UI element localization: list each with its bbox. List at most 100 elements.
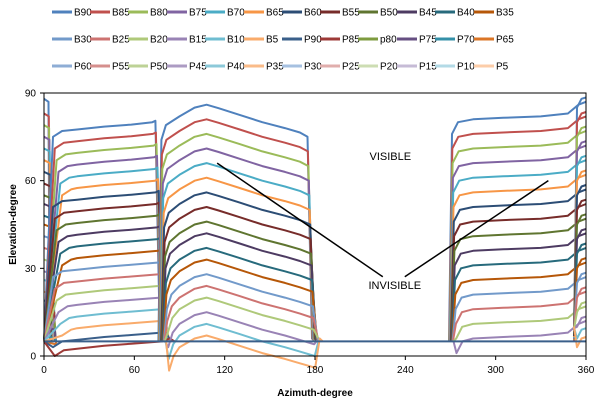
legend-label: B50	[380, 8, 398, 19]
legend-item-b75: B75	[167, 8, 207, 19]
legend-label: P20	[380, 62, 398, 73]
series-line-b5-middle	[165, 334, 324, 372]
legend-item-p90: P90	[282, 35, 322, 46]
legend-label: B35	[496, 8, 514, 19]
legend-item-b85: B85	[90, 8, 130, 19]
annotation-invisible: INVISIBLE	[369, 280, 422, 292]
legend-item-p5: P5	[474, 62, 509, 73]
legend-label: P65	[496, 35, 514, 46]
series-line-b70-right	[449, 159, 587, 342]
legend-label: B80	[150, 8, 168, 19]
legend-item-p70: P70	[435, 35, 475, 46]
series-line-b45-middle	[161, 232, 320, 343]
legend-label: B85	[112, 8, 130, 19]
legend-item-p60: P60	[52, 62, 92, 73]
legend-label: B70	[227, 8, 245, 19]
legend-label: P85	[342, 35, 360, 46]
legend-label: B55	[342, 8, 360, 19]
legend-item-p50: P50	[128, 62, 168, 73]
series-line-b85-right	[448, 115, 587, 342]
legend-label: B20	[150, 35, 168, 46]
legend-label: P45	[189, 62, 207, 73]
legend-label: P70	[457, 35, 475, 46]
series-line-b50-middle	[161, 220, 320, 343]
legend-item-b15: B15	[167, 35, 207, 46]
series-line-b90-middle	[157, 103, 316, 343]
series-line-b55-middle	[160, 206, 319, 343]
legend-label: B75	[189, 8, 207, 19]
legend-item-p80: p80	[358, 35, 397, 46]
series-line-b80-right	[448, 130, 587, 342]
legend-item-p40: P40	[205, 62, 245, 73]
series-line-b35-right	[451, 261, 587, 342]
x-tick-label: 240	[397, 365, 414, 376]
series-line-b75-middle	[158, 147, 318, 343]
legend-item-p65: P65	[474, 35, 514, 46]
legend-label: P60	[74, 62, 92, 73]
legend-item-p20: P20	[358, 62, 398, 73]
x-tick-label: 0	[41, 365, 47, 376]
y-tick-label: 30	[25, 264, 37, 275]
legend-item-p85: P85	[320, 35, 360, 46]
legend-item-b30: B30	[52, 35, 92, 46]
legend-label: B30	[74, 35, 92, 46]
annotation-pointer-line	[216, 162, 384, 278]
series-line-b15-right	[452, 319, 587, 355]
legend-label: P25	[342, 62, 360, 73]
series-line-b20-rim-right	[573, 300, 587, 330]
series-line-b65-right	[449, 173, 587, 342]
y-axis-ticks: 0 30 60 90	[25, 89, 44, 363]
legend-item-b45: B45	[397, 8, 437, 19]
series-line-b85-middle	[157, 118, 317, 343]
legend-item-b25: B25	[90, 35, 130, 46]
series-line-b20-middle	[163, 296, 322, 343]
legend-item-p25: P25	[320, 62, 360, 73]
x-tick-label: 60	[129, 365, 141, 376]
legend-label: B15	[189, 35, 207, 46]
legend-label: P50	[150, 62, 168, 73]
series-line-b25-middle	[163, 284, 322, 343]
series-line-b15-middle	[164, 311, 323, 349]
legend-label: B45	[419, 8, 437, 19]
series-line-b30-middle	[162, 273, 322, 343]
x-tick-label: 300	[487, 365, 504, 376]
series-line-b40-middle	[161, 246, 321, 343]
legend-item-p45: P45	[167, 62, 207, 73]
legend-item-b20: B20	[128, 35, 168, 46]
series-line-p85-left	[43, 337, 176, 357]
series-line-b15-rim-right	[573, 315, 587, 330]
series-line-b80-middle	[158, 132, 317, 343]
annotation-visible: VISIBLE	[369, 151, 411, 163]
legend-item-b60: B60	[282, 8, 322, 19]
x-tick-label: 180	[307, 365, 324, 376]
legend-label: P10	[457, 62, 475, 73]
legend-label: B40	[457, 8, 475, 19]
legend-item-p55: P55	[90, 62, 130, 73]
legend-label: P15	[419, 62, 437, 73]
series-line-b25-left	[43, 271, 172, 343]
annotation-pointer-line	[404, 180, 549, 278]
legend-item-b35: B35	[474, 8, 514, 19]
x-axis-ticks: 0 60 120 180 240 300 360	[41, 356, 594, 376]
legend-item-b40: B40	[435, 8, 475, 19]
legend-item-b55: B55	[320, 8, 360, 19]
series-line-b60-middle	[160, 191, 319, 343]
legend-label: B25	[112, 35, 130, 46]
legend-item-b70: B70	[205, 8, 245, 19]
legend-label: B90	[74, 8, 92, 19]
legend-label: B60	[304, 8, 322, 19]
series-line-b65-middle	[159, 176, 318, 343]
legend-label: B5	[266, 35, 279, 46]
series-line-b75-right	[448, 144, 587, 342]
series-line-b70-middle	[159, 162, 318, 343]
legend-item-p30: P30	[282, 62, 322, 73]
series-line-b5-rim-right	[573, 326, 587, 349]
legend-item-p75: P75	[397, 35, 437, 46]
legend-item-b90: B90	[52, 8, 92, 19]
legend-item-p10: P10	[435, 62, 475, 73]
series-line-b10-middle	[164, 322, 323, 360]
legend-item-b10: B10	[205, 35, 245, 46]
legend-item-b65: B65	[244, 8, 284, 19]
legend-label: P30	[304, 62, 322, 73]
chart-annotations: VISIBLE INVISIBLE	[216, 151, 549, 292]
